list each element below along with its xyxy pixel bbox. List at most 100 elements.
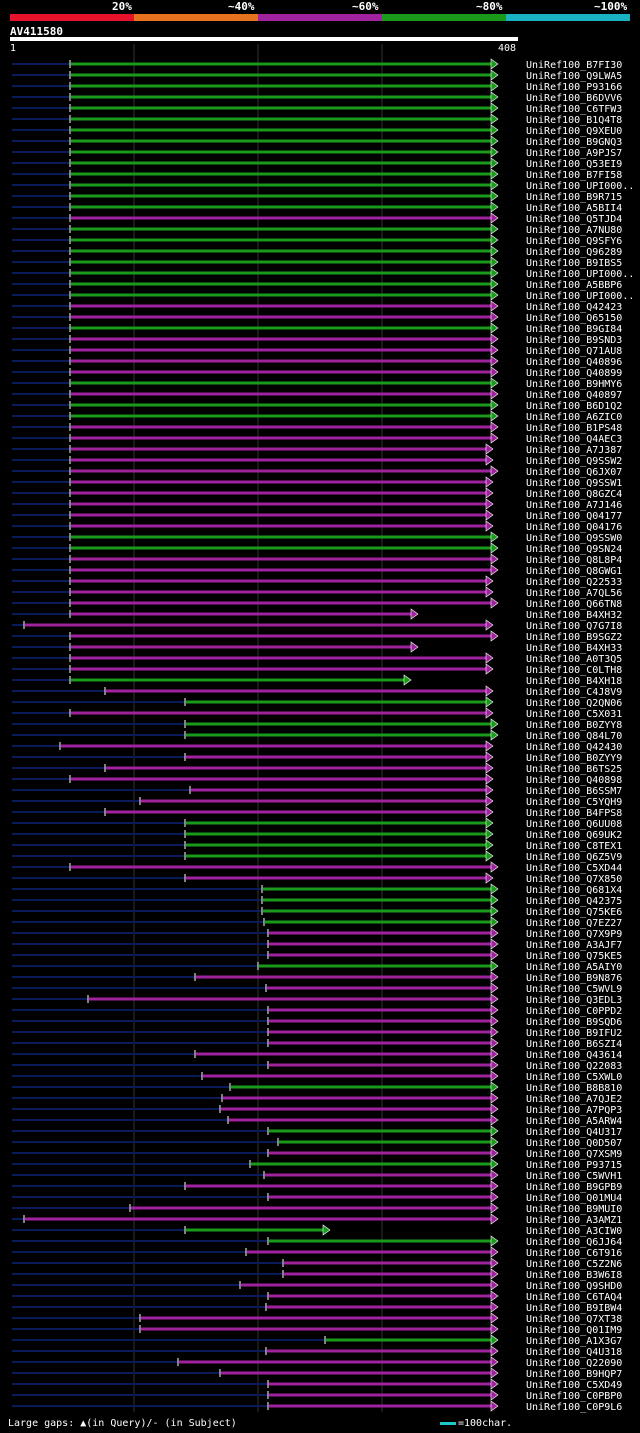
hit-label[interactable]: UniRef100_A1X3G7 — [526, 1336, 622, 1347]
hit-row[interactable]: UniRef100_Q6UU08 — [12, 817, 622, 830]
hit-row[interactable]: UniRef100_Q9SSW1 — [12, 476, 622, 489]
hit-label[interactable]: UniRef100_C5WVH1 — [526, 1171, 622, 1182]
hit-label[interactable]: UniRef100_Q7X850 — [526, 874, 622, 885]
hit-row[interactable]: UniRef100_B9GNQ3 — [12, 135, 622, 148]
hit-row[interactable]: UniRef100_Q681X4 — [12, 883, 622, 896]
hit-row[interactable]: UniRef100_B6DVV6 — [12, 91, 622, 104]
hit-label[interactable]: UniRef100_A3CIW0 — [526, 1226, 622, 1237]
hit-row[interactable]: UniRef100_Q75KE5 — [12, 949, 622, 962]
hit-row[interactable]: UniRef100_Q9SFY6 — [12, 234, 622, 247]
hit-row[interactable]: UniRef100_C6TAQ4 — [12, 1290, 622, 1303]
hit-label[interactable]: UniRef100_C5XD44 — [526, 863, 622, 874]
hit-row[interactable]: UniRef100_Q6JJ64 — [12, 1235, 622, 1248]
hit-row[interactable]: UniRef100_B6TS25 — [12, 762, 622, 775]
hit-row[interactable]: UniRef100_Q01MU4 — [12, 1191, 622, 1204]
hit-row[interactable]: UniRef100_B9R715 — [12, 190, 622, 203]
hit-label[interactable]: UniRef100_Q7X9P9 — [526, 929, 622, 940]
hit-label[interactable]: UniRef100_Q01MU4 — [526, 1193, 622, 1204]
hit-row[interactable]: UniRef100_C5X031 — [12, 707, 622, 720]
hit-label[interactable]: UniRef100_B1Q4T8 — [526, 115, 622, 126]
hit-label[interactable]: UniRef100_Q04177 — [526, 511, 622, 522]
hit-row[interactable]: UniRef100_B9SGZ2 — [12, 630, 622, 643]
hit-row[interactable]: UniRef100_Q65150 — [12, 311, 622, 324]
hit-label[interactable]: UniRef100_UPI000.. — [526, 181, 634, 192]
hit-row[interactable]: UniRef100_Q43614 — [12, 1048, 622, 1061]
hit-row[interactable]: UniRef100_Q75KE6 — [12, 905, 622, 918]
hit-row[interactable]: UniRef100_C6T916 — [12, 1246, 622, 1259]
hit-row[interactable]: UniRef100_A3AJF7 — [12, 938, 622, 951]
hit-label[interactable]: UniRef100_B9HQP7 — [526, 1369, 622, 1380]
hit-row[interactable]: UniRef100_P93166 — [12, 80, 622, 93]
hit-label[interactable]: UniRef100_A5ARW4 — [526, 1116, 622, 1127]
hit-label[interactable]: UniRef100_B9IBS5 — [526, 258, 622, 269]
hit-label[interactable]: UniRef100_B9SQD6 — [526, 1017, 622, 1028]
hit-label[interactable]: UniRef100_C5Z2N6 — [526, 1259, 622, 1270]
hit-row[interactable]: UniRef100_Q71AU8 — [12, 344, 622, 357]
hit-label[interactable]: UniRef100_Q65150 — [526, 313, 622, 324]
hit-label[interactable]: UniRef100_C0PBP0 — [526, 1391, 622, 1402]
hit-row[interactable]: UniRef100_Q9SHD0 — [12, 1279, 622, 1292]
hit-row[interactable]: UniRef100_Q40897 — [12, 388, 622, 401]
hit-row[interactable]: UniRef100_UPI000.. — [12, 267, 634, 280]
hit-row[interactable]: UniRef100_A3CIW0 — [12, 1224, 622, 1237]
hit-label[interactable]: UniRef100_B9SND3 — [526, 335, 622, 346]
hit-label[interactable]: UniRef100_Q0D507 — [526, 1138, 622, 1149]
hit-label[interactable]: UniRef100_Q43614 — [526, 1050, 622, 1061]
hit-label[interactable]: UniRef100_UPI000.. — [526, 291, 634, 302]
hit-label[interactable]: UniRef100_A5BII4 — [526, 203, 622, 214]
hit-row[interactable]: UniRef100_C0LTH8 — [12, 663, 622, 676]
hit-label[interactable]: UniRef100_Q9XEU0 — [526, 126, 622, 137]
hit-row[interactable]: UniRef100_B7FI30 — [12, 58, 622, 71]
hit-label[interactable]: UniRef100_B9IFU2 — [526, 1028, 622, 1039]
hit-row[interactable]: UniRef100_Q6JX07 — [12, 465, 622, 478]
hit-label[interactable]: UniRef100_Q4AEC3 — [526, 434, 622, 445]
hit-row[interactable]: UniRef100_Q2QN06 — [12, 696, 622, 709]
hit-row[interactable]: UniRef100_Q40899 — [12, 366, 622, 379]
hit-label[interactable]: UniRef100_Q42430 — [526, 742, 622, 753]
hit-label[interactable]: UniRef100_A7PQP3 — [526, 1105, 622, 1116]
hit-label[interactable]: UniRef100_C4J8V9 — [526, 687, 622, 698]
hit-row[interactable]: UniRef100_Q9LWA5 — [12, 69, 622, 82]
hit-label[interactable]: UniRef100_B8B810 — [526, 1083, 622, 1094]
hit-label[interactable]: UniRef100_B3W6I8 — [526, 1270, 622, 1281]
hit-row[interactable]: UniRef100_C0PPD2 — [12, 1004, 622, 1017]
hit-row[interactable]: UniRef100_B3W6I8 — [12, 1268, 622, 1281]
hit-label[interactable]: UniRef100_Q9SSW2 — [526, 456, 622, 467]
hit-label[interactable]: UniRef100_C5X031 — [526, 709, 622, 720]
hit-label[interactable]: UniRef100_Q5TJD4 — [526, 214, 622, 225]
hit-row[interactable]: UniRef100_Q22090 — [12, 1356, 622, 1369]
hit-row[interactable]: UniRef100_C5XWL0 — [12, 1070, 622, 1083]
hit-row[interactable]: UniRef100_Q7XT38 — [12, 1312, 622, 1325]
hit-row[interactable]: UniRef100_A9PJS7 — [12, 146, 622, 159]
hit-row[interactable]: UniRef100_C6TFW3 — [12, 102, 622, 115]
hit-row[interactable]: UniRef100_Q42430 — [12, 740, 622, 753]
hit-row[interactable]: UniRef100_B4FPS8 — [12, 806, 622, 819]
hit-label[interactable]: UniRef100_A6ZIC0 — [526, 412, 622, 423]
hit-row[interactable]: UniRef100_B0ZYY8 — [12, 718, 622, 731]
hit-label[interactable]: UniRef100_Q9SFY6 — [526, 236, 622, 247]
hit-row[interactable]: UniRef100_B8B810 — [12, 1081, 622, 1094]
hit-label[interactable]: UniRef100_Q7XT38 — [526, 1314, 622, 1325]
hit-label[interactable]: UniRef100_Q6Z5V9 — [526, 852, 622, 863]
hit-label[interactable]: UniRef100_Q01IM9 — [526, 1325, 622, 1336]
hit-label[interactable]: UniRef100_B6D1Q2 — [526, 401, 622, 412]
hit-row[interactable]: UniRef100_C5WVH1 — [12, 1169, 622, 1182]
hit-label[interactable]: UniRef100_C5WVL9 — [526, 984, 622, 995]
hit-label[interactable]: UniRef100_B1PS48 — [526, 423, 622, 434]
hit-label[interactable]: UniRef100_Q84L70 — [526, 731, 622, 742]
hit-label[interactable]: UniRef100_Q69UK2 — [526, 830, 622, 841]
hit-label[interactable]: UniRef100_A3AJF7 — [526, 940, 622, 951]
hit-row[interactable]: UniRef100_B9HQP7 — [12, 1367, 622, 1380]
hit-label[interactable]: UniRef100_Q8GWG1 — [526, 566, 622, 577]
hit-row[interactable]: UniRef100_B9IBS5 — [12, 256, 622, 269]
hit-label[interactable]: UniRef100_Q22090 — [526, 1358, 622, 1369]
hit-row[interactable]: UniRef100_Q04177 — [12, 509, 622, 522]
hit-label[interactable]: UniRef100_B6DVV6 — [526, 93, 622, 104]
hit-label[interactable]: UniRef100_B6SSM7 — [526, 786, 622, 797]
hit-label[interactable]: UniRef100_B9GNQ3 — [526, 137, 622, 148]
hit-row[interactable]: UniRef100_A0T3Q5 — [12, 652, 622, 665]
hit-row[interactable]: UniRef100_Q40896 — [12, 355, 622, 368]
hit-label[interactable]: UniRef100_B0ZYY8 — [526, 720, 622, 731]
hit-label[interactable]: UniRef100_C0P9L6 — [526, 1402, 622, 1413]
hit-row[interactable]: UniRef100_B1Q4T8 — [12, 113, 622, 126]
